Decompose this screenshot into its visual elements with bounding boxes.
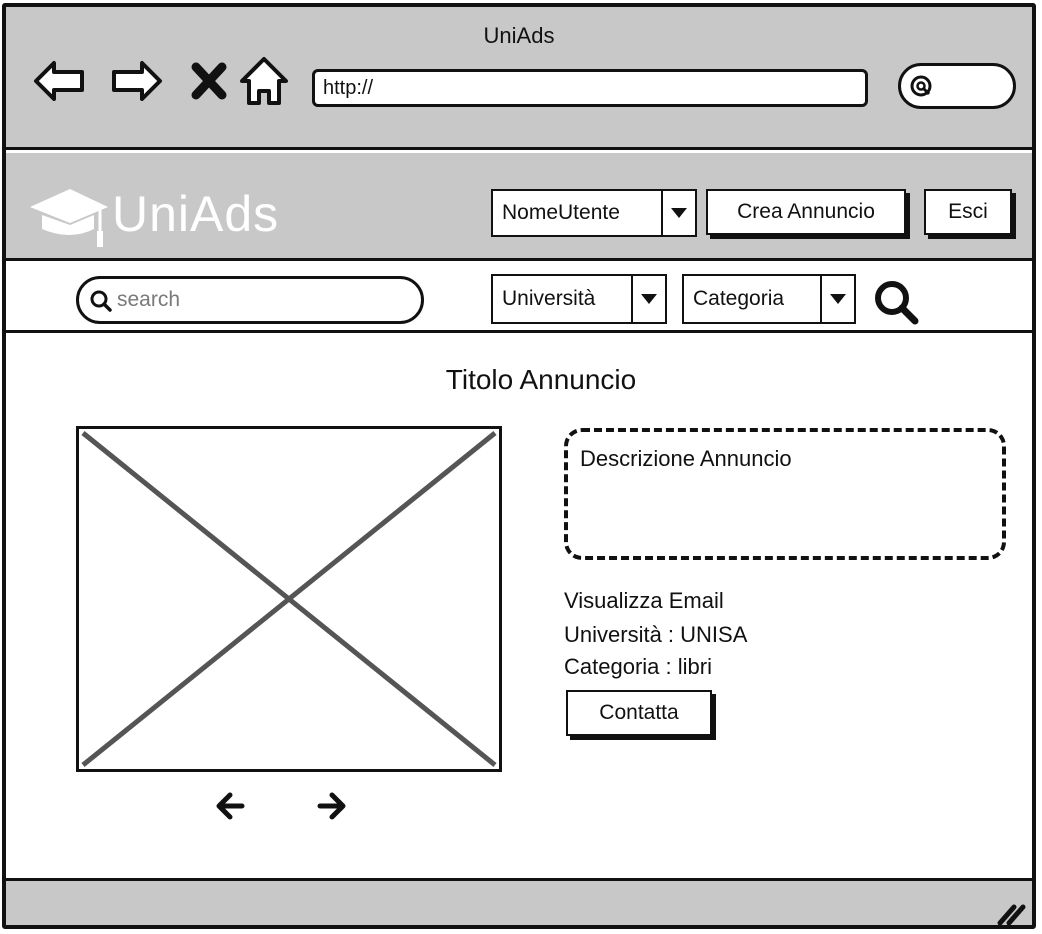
search-row: Università Categoria: [6, 264, 1032, 333]
create-ad-button[interactable]: Crea Annuncio: [706, 189, 906, 235]
browser-search-field[interactable]: [898, 63, 1016, 109]
resize-grip-icon[interactable]: [996, 901, 1026, 925]
logout-button[interactable]: Esci: [924, 189, 1012, 235]
ad-description: Descrizione Annuncio: [564, 428, 1006, 560]
arrow-left-icon[interactable]: [212, 788, 252, 824]
search-icon: [90, 290, 112, 312]
ad-category: Categoria : libri: [564, 654, 712, 679]
user-dropdown[interactable]: NomeUtente: [491, 189, 697, 237]
arrow-right-icon[interactable]: [312, 788, 352, 824]
search-icon: [910, 75, 932, 97]
ad-description-text: Descrizione Annuncio: [580, 446, 792, 471]
app-header: UniAds NomeUtente Crea Annuncio Esci: [6, 153, 1032, 261]
category-filter-label: Categoria: [684, 276, 822, 322]
category-filter[interactable]: Categoria: [682, 274, 856, 324]
contact-button[interactable]: Contatta: [566, 690, 712, 736]
status-bar: [6, 878, 1032, 925]
university-filter-label: Università: [493, 276, 633, 322]
chevron-down-icon: [663, 191, 695, 235]
graduation-cap-icon: [30, 189, 108, 247]
ad-title: Titolo Annuncio: [445, 364, 637, 395]
logo[interactable]: UniAds: [28, 173, 298, 253]
search-input[interactable]: [117, 285, 407, 315]
show-email-link[interactable]: Visualizza Email: [564, 588, 724, 613]
ad-image-placeholder: [76, 426, 502, 772]
browser-window: UniAds http://: [2, 3, 1036, 929]
browser-toolbar: UniAds http://: [6, 7, 1032, 150]
close-icon[interactable]: [182, 51, 242, 111]
chevron-down-icon: [633, 276, 665, 322]
logo-text: UniAds: [112, 186, 280, 242]
search-submit-icon[interactable]: [872, 278, 920, 326]
search-field[interactable]: [76, 276, 424, 324]
user-dropdown-label: NomeUtente: [493, 191, 663, 235]
university-filter[interactable]: Università: [491, 274, 667, 324]
ad-detail: Titolo Annuncio Descrizione Annuncio Vis…: [6, 336, 1032, 878]
url-bar[interactable]: http://: [312, 69, 868, 107]
home-icon[interactable]: [234, 51, 294, 111]
ad-university: Università : UNISA: [564, 622, 748, 647]
chevron-down-icon: [822, 276, 854, 322]
forward-arrow-icon[interactable]: [106, 51, 166, 111]
window-title: UniAds: [483, 23, 555, 48]
back-arrow-icon[interactable]: [30, 51, 90, 111]
